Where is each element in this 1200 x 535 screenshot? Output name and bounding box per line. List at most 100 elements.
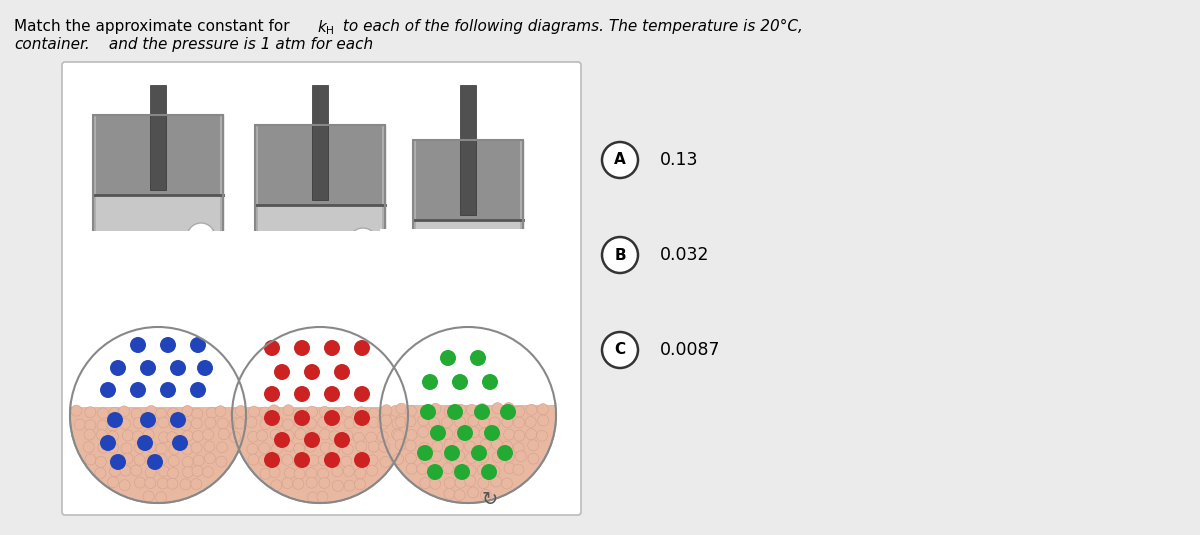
Circle shape [406,430,416,440]
Circle shape [492,452,503,463]
Circle shape [504,429,515,440]
Text: 0.032: 0.032 [660,246,709,264]
Circle shape [526,429,536,440]
Circle shape [454,490,466,501]
Circle shape [306,468,317,479]
Circle shape [134,455,145,465]
Circle shape [264,410,280,426]
Circle shape [233,328,407,502]
Circle shape [191,418,203,429]
Circle shape [492,439,503,450]
Circle shape [432,441,443,452]
Bar [258,125,382,205]
Circle shape [191,479,202,490]
Circle shape [356,407,367,418]
Circle shape [197,360,214,376]
Circle shape [502,417,512,427]
Circle shape [98,442,109,453]
Circle shape [487,236,515,264]
Circle shape [304,364,320,380]
Circle shape [305,441,316,452]
Circle shape [454,464,470,480]
Circle shape [317,491,328,502]
Circle shape [192,408,203,419]
Bar [413,140,523,280]
Circle shape [168,408,179,419]
Circle shape [602,237,638,273]
Circle shape [294,443,305,454]
Circle shape [422,374,438,390]
Circle shape [304,432,320,448]
Circle shape [420,406,431,417]
Circle shape [182,431,193,441]
Circle shape [470,350,486,366]
Circle shape [484,425,500,441]
Text: 0.0087: 0.0087 [660,341,720,359]
Circle shape [145,467,156,478]
Circle shape [391,429,402,440]
Circle shape [380,327,556,503]
Circle shape [466,465,476,476]
Text: to each of the following diagrams. The temperature is 20°C,: to each of the following diagrams. The t… [338,19,814,34]
Circle shape [320,442,331,453]
Circle shape [168,468,179,478]
Circle shape [84,429,95,440]
Circle shape [107,412,124,428]
Circle shape [444,477,455,488]
Circle shape [283,404,294,416]
Circle shape [158,465,169,477]
Circle shape [396,417,407,427]
Circle shape [470,445,487,461]
Circle shape [319,477,330,488]
Circle shape [332,480,343,491]
Circle shape [502,441,512,452]
Circle shape [204,453,215,464]
Circle shape [246,417,257,427]
Circle shape [158,417,169,428]
Circle shape [110,454,126,470]
Circle shape [344,418,355,429]
Circle shape [100,382,116,398]
Circle shape [130,382,146,398]
Circle shape [416,463,427,475]
Circle shape [380,415,391,426]
Circle shape [130,337,146,353]
Circle shape [192,465,203,477]
Circle shape [215,406,226,417]
Bar [232,231,408,407]
Circle shape [514,430,524,441]
Circle shape [100,435,116,451]
Circle shape [107,431,119,442]
Circle shape [536,430,547,441]
Circle shape [140,412,156,428]
Circle shape [341,456,352,467]
Circle shape [132,431,143,442]
Circle shape [85,407,96,418]
Circle shape [191,442,202,453]
Circle shape [203,467,214,477]
Circle shape [528,453,539,464]
Circle shape [190,382,206,398]
Circle shape [294,340,310,356]
Circle shape [70,327,246,503]
Circle shape [378,418,389,430]
Circle shape [143,491,154,502]
Circle shape [97,420,108,431]
Circle shape [182,456,193,468]
Circle shape [444,488,455,499]
Circle shape [455,477,466,488]
Circle shape [497,445,514,461]
Circle shape [480,439,491,450]
Circle shape [120,465,131,476]
Polygon shape [388,285,548,335]
Circle shape [229,418,240,429]
Circle shape [478,478,488,488]
Circle shape [156,443,167,454]
Circle shape [526,404,536,415]
Circle shape [354,340,370,356]
Text: Match the approximate constant for: Match the approximate constant for [14,19,295,34]
Circle shape [205,417,216,429]
Circle shape [85,454,96,465]
Circle shape [308,455,319,466]
Circle shape [160,382,176,398]
